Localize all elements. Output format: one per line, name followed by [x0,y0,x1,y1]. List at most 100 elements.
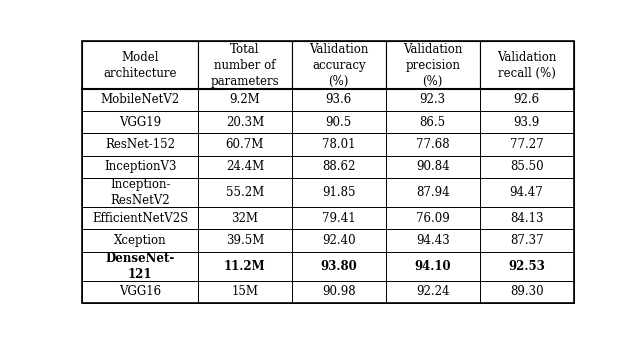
Bar [198,156,292,178]
Bar [292,229,386,252]
Text: 87.94: 87.94 [416,186,449,199]
Text: 86.5: 86.5 [420,116,445,129]
Bar [386,156,479,178]
Text: 90.98: 90.98 [322,285,356,298]
Bar [479,281,573,303]
Bar [479,133,573,156]
Text: 93.9: 93.9 [513,116,540,129]
Bar [198,133,292,156]
Text: VGG19: VGG19 [119,116,161,129]
Bar [198,178,292,207]
Bar [198,207,292,229]
Text: 9.2M: 9.2M [230,93,260,106]
Bar [479,229,573,252]
Text: DenseNet-
121: DenseNet- 121 [106,252,175,281]
Bar [292,207,386,229]
Bar [479,111,573,133]
Text: 93.80: 93.80 [321,260,357,273]
Text: EfficientNetV2S: EfficientNetV2S [92,212,188,225]
Bar [386,111,479,133]
Text: 91.85: 91.85 [322,186,355,199]
Text: 85.50: 85.50 [509,160,543,173]
Bar [198,281,292,303]
Text: 77.27: 77.27 [509,138,543,151]
Text: 94.43: 94.43 [416,234,449,247]
Bar [386,42,479,89]
Text: Validation
recall (%): Validation recall (%) [497,50,556,79]
Text: 92.3: 92.3 [420,93,445,106]
Bar [83,156,198,178]
Bar [292,111,386,133]
Text: 55.2M: 55.2M [226,186,264,199]
Bar [83,89,198,111]
Bar [292,178,386,207]
Bar [386,133,479,156]
Bar [83,178,198,207]
Text: 78.01: 78.01 [322,138,355,151]
Text: 93.6: 93.6 [326,93,352,106]
Bar [292,281,386,303]
Text: VGG16: VGG16 [119,285,161,298]
Text: 90.84: 90.84 [416,160,449,173]
Bar [292,89,386,111]
Text: 92.40: 92.40 [322,234,356,247]
Bar [198,89,292,111]
Text: 60.7M: 60.7M [226,138,264,151]
Bar [83,133,198,156]
Bar [83,42,198,89]
Text: 39.5M: 39.5M [226,234,264,247]
Bar [198,252,292,281]
Bar [386,252,479,281]
Bar [292,156,386,178]
Text: 87.37: 87.37 [509,234,543,247]
Bar [479,42,573,89]
Text: 90.5: 90.5 [326,116,352,129]
Text: 89.30: 89.30 [509,285,543,298]
Bar [386,207,479,229]
Bar [479,207,573,229]
Text: 24.4M: 24.4M [226,160,264,173]
Bar [83,252,198,281]
Bar [386,89,479,111]
Bar [83,281,198,303]
Text: 94.10: 94.10 [414,260,451,273]
Bar [83,111,198,133]
Text: 11.2M: 11.2M [224,260,266,273]
Text: 79.41: 79.41 [322,212,356,225]
Text: 15M: 15M [231,285,259,298]
Text: Inception-
ResNetV2: Inception- ResNetV2 [110,178,170,207]
Text: 92.24: 92.24 [416,285,449,298]
Bar [198,229,292,252]
Bar [479,178,573,207]
Bar [386,281,479,303]
Bar [292,133,386,156]
Text: 88.62: 88.62 [322,160,355,173]
Text: Model
architecture: Model architecture [104,50,177,79]
Text: Total
number of
parameters: Total number of parameters [211,43,279,88]
Text: 92.53: 92.53 [508,260,545,273]
Text: Validation
precision
(%): Validation precision (%) [403,43,462,88]
Bar [386,178,479,207]
Text: Xception: Xception [114,234,166,247]
Bar [292,42,386,89]
Text: ResNet-152: ResNet-152 [105,138,175,151]
Text: Validation
accuracy
(%): Validation accuracy (%) [309,43,369,88]
Bar [83,229,198,252]
Bar [479,156,573,178]
Text: InceptionV3: InceptionV3 [104,160,177,173]
Bar [479,252,573,281]
Bar [198,111,292,133]
Bar [83,207,198,229]
Text: 92.6: 92.6 [513,93,540,106]
Text: 84.13: 84.13 [510,212,543,225]
Bar [292,252,386,281]
Text: 20.3M: 20.3M [226,116,264,129]
Text: 32M: 32M [231,212,259,225]
Text: 77.68: 77.68 [416,138,449,151]
Bar [479,89,573,111]
Bar [386,229,479,252]
Text: MobileNetV2: MobileNetV2 [100,93,180,106]
Bar [198,42,292,89]
Text: 94.47: 94.47 [509,186,543,199]
Text: 76.09: 76.09 [416,212,449,225]
